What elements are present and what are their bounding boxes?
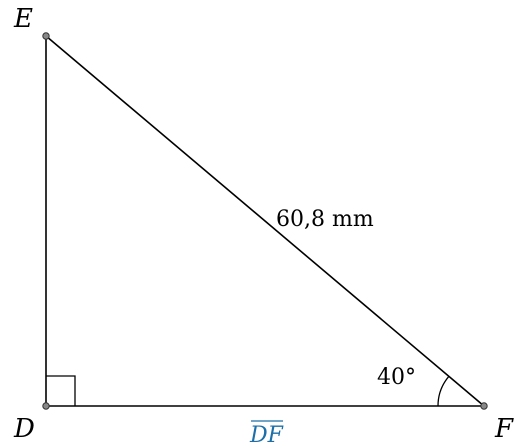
vertex-label-F: F xyxy=(494,414,514,444)
point-F xyxy=(480,402,488,410)
point-E xyxy=(42,32,50,40)
vertex-label-E: E xyxy=(13,4,33,34)
vertex-label-D: D xyxy=(13,414,35,444)
point-D xyxy=(42,402,50,410)
angle-arc-F xyxy=(437,375,450,407)
hypotenuse-length-label: 60,8 mm xyxy=(276,207,374,232)
segment-DF-label: DF xyxy=(249,423,284,447)
right-angle-marker xyxy=(46,375,76,406)
angle-F-label: 40° xyxy=(377,365,416,390)
side-EF-hypotenuse xyxy=(45,35,485,407)
